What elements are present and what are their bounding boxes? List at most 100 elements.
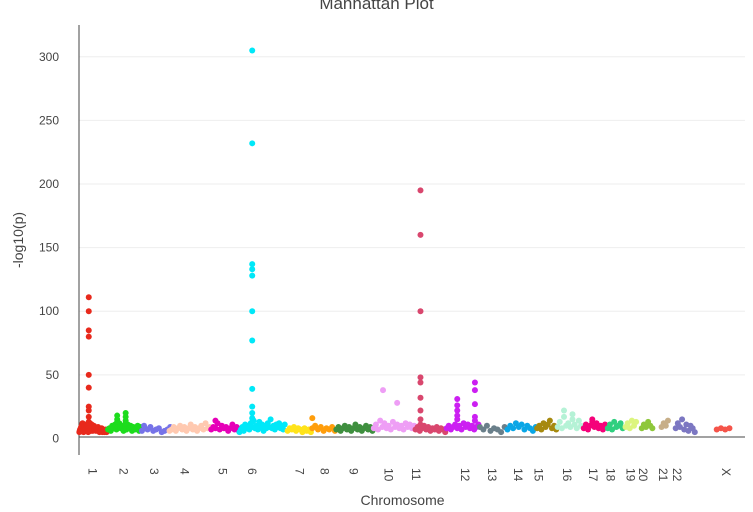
data-point-chr11[interactable] <box>417 416 424 423</box>
x-tick-label: 21 <box>656 468 670 482</box>
data-point-chr6[interactable] <box>281 421 288 428</box>
data-point-chr6[interactable] <box>249 140 256 147</box>
data-point-chr12[interactable] <box>471 401 478 408</box>
x-tick-label: 3 <box>147 468 161 475</box>
data-point-chr12[interactable] <box>454 402 461 409</box>
data-point-chr12[interactable] <box>454 396 461 403</box>
data-point-chr12[interactable] <box>471 387 478 394</box>
data-point-chr6[interactable] <box>249 47 256 54</box>
data-point-chr1[interactable] <box>85 407 92 414</box>
data-point-chr6[interactable] <box>249 418 256 425</box>
data-point-chr12[interactable] <box>471 379 478 386</box>
data-point-chr16[interactable] <box>556 418 563 425</box>
x-tick-label: 14 <box>511 468 525 482</box>
x-tick-label: 6 <box>245 468 259 475</box>
data-point-chr21[interactable] <box>662 422 669 429</box>
data-point-chr18[interactable] <box>611 418 618 425</box>
y-tick-label: 150 <box>39 241 59 255</box>
data-point-chr10[interactable] <box>372 421 379 428</box>
x-tick-label: 18 <box>604 468 618 482</box>
y-tick-label: 100 <box>39 304 59 318</box>
data-point-chr6[interactable] <box>249 385 256 392</box>
data-point-chr21[interactable] <box>664 417 671 424</box>
data-point-chr13[interactable] <box>483 422 490 429</box>
data-point-chr16[interactable] <box>569 411 576 418</box>
data-point-chr11[interactable] <box>417 308 424 315</box>
data-point-chr11[interactable] <box>417 374 424 381</box>
data-point-chr11[interactable] <box>417 231 424 238</box>
axes <box>78 25 745 455</box>
data-point-chr3[interactable] <box>141 422 148 429</box>
data-point-chr14[interactable] <box>510 425 517 432</box>
data-point-chr6[interactable] <box>249 337 256 344</box>
x-tick-label: 16 <box>560 468 574 482</box>
x-tick-label: 5 <box>216 468 230 475</box>
data-point-chrX[interactable] <box>726 425 733 432</box>
data-point-chr15[interactable] <box>546 417 553 424</box>
data-point-chr1[interactable] <box>85 327 92 334</box>
x-tick-label: 11 <box>409 468 423 481</box>
data-points <box>76 47 733 436</box>
data-point-chr19[interactable] <box>633 418 640 425</box>
data-point-chr16[interactable] <box>561 407 568 414</box>
data-point-chr11[interactable] <box>417 187 424 194</box>
y-axis-title: -log10(p) <box>10 211 26 269</box>
x-tick-label: 2 <box>117 468 131 475</box>
data-point-chr13[interactable] <box>498 429 505 436</box>
x-tick-label: 1 <box>85 468 99 475</box>
data-point-chr16[interactable] <box>561 413 568 420</box>
data-point-chr10[interactable] <box>394 399 401 406</box>
x-tick-label: 13 <box>485 468 499 482</box>
data-point-chr10[interactable] <box>380 387 387 394</box>
data-point-chr18[interactable] <box>617 420 624 427</box>
x-tick-label: 7 <box>293 468 307 475</box>
data-point-chr20[interactable] <box>649 425 656 432</box>
data-point-chr6[interactable] <box>267 416 274 423</box>
y-tick-label: 250 <box>39 113 59 127</box>
data-point-chr1[interactable] <box>85 294 92 301</box>
x-tick-label: 15 <box>532 468 546 482</box>
data-point-chr2[interactable] <box>114 418 121 425</box>
data-point-chr11[interactable] <box>417 407 424 414</box>
data-point-chr1[interactable] <box>85 413 92 420</box>
data-point-chr1[interactable] <box>85 308 92 315</box>
data-point-chr22[interactable] <box>679 416 686 423</box>
x-tick-label: 22 <box>670 468 684 482</box>
data-point-chr1[interactable] <box>85 384 92 391</box>
data-point-chr11[interactable] <box>417 379 424 386</box>
data-point-chr17[interactable] <box>589 416 596 423</box>
data-point-chr13[interactable] <box>480 426 487 433</box>
data-point-chr6[interactable] <box>249 261 256 268</box>
data-point-chr12[interactable] <box>454 416 461 423</box>
data-point-chr22[interactable] <box>691 429 698 436</box>
data-point-chr8[interactable] <box>309 415 316 422</box>
data-point-chr17[interactable] <box>599 426 606 433</box>
data-point-chr6[interactable] <box>249 403 256 410</box>
x-axis-title: Chromosome <box>360 492 445 508</box>
data-point-chr12[interactable] <box>471 417 478 424</box>
data-point-chr12[interactable] <box>454 407 461 414</box>
data-point-chr16[interactable] <box>569 416 576 423</box>
data-point-chr6[interactable] <box>249 308 256 315</box>
data-point-chr11[interactable] <box>417 394 424 401</box>
data-point-chr14[interactable] <box>518 421 525 428</box>
data-point-chr16[interactable] <box>575 417 582 424</box>
data-point-chr2[interactable] <box>122 420 129 427</box>
x-tick-label: X <box>719 468 733 476</box>
y-tick-label: 50 <box>46 368 60 382</box>
y-tick-label: 200 <box>39 177 59 191</box>
data-point-chr4[interactable] <box>202 420 209 427</box>
x-tick-label: 20 <box>636 468 650 482</box>
y-tick-label: 300 <box>39 50 59 64</box>
data-point-chr1[interactable] <box>85 333 92 340</box>
data-point-chr1[interactable] <box>85 427 92 434</box>
data-point-chr1[interactable] <box>85 371 92 378</box>
data-point-chr11[interactable] <box>417 421 424 428</box>
data-point-chr5[interactable] <box>212 417 219 424</box>
data-point-chr6[interactable] <box>249 272 256 279</box>
y-tick-labels: 0 50 100 150 200 250 300 <box>39 50 59 446</box>
data-point-chr6[interactable] <box>249 410 256 417</box>
data-point-chr6[interactable] <box>249 266 256 273</box>
